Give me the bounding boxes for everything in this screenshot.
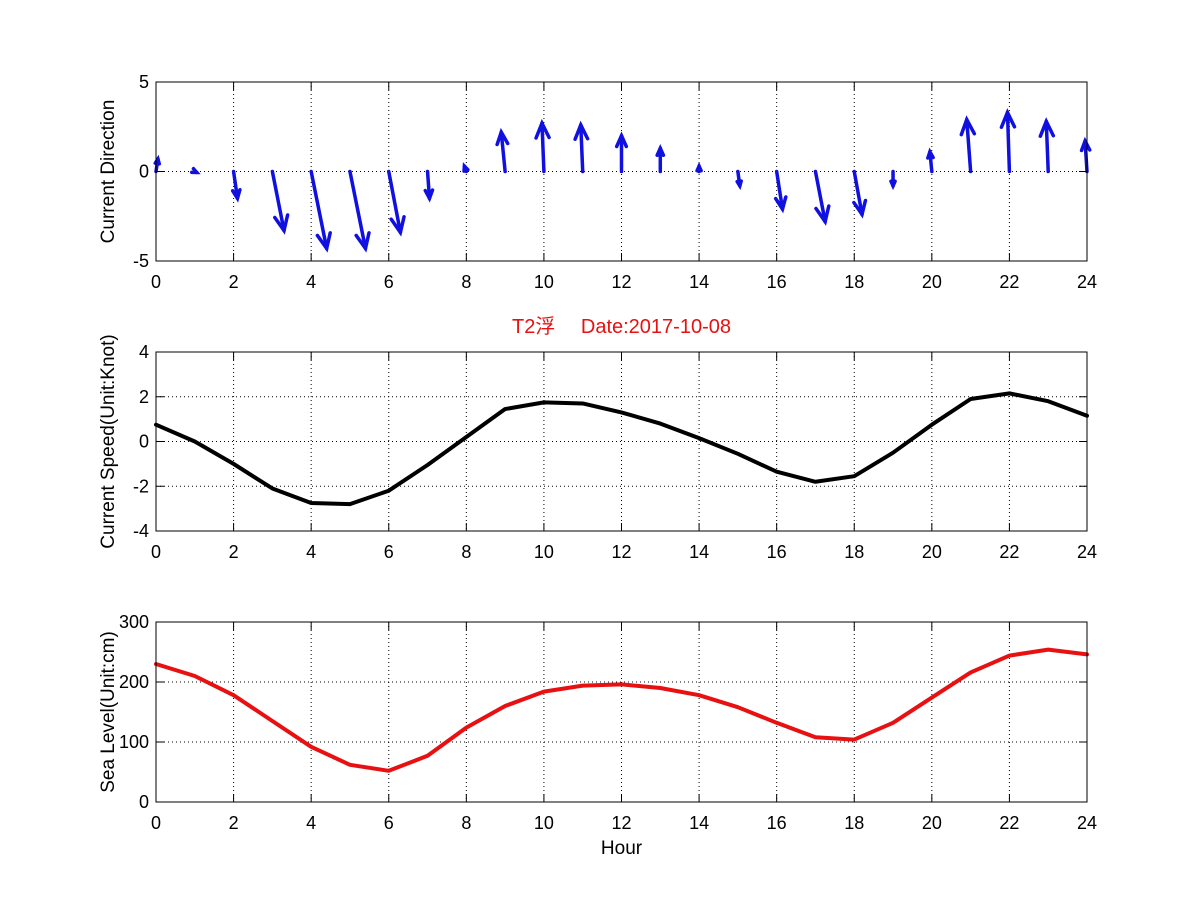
x-axis-label: Hour (601, 838, 643, 859)
x-tick-label: 12 (611, 813, 631, 833)
current-arrow (309, 169, 332, 253)
x-tick-label: 18 (844, 813, 864, 833)
current-arrow (735, 169, 743, 191)
x-tick-label: 12 (611, 272, 631, 292)
y-tick-label: 2 (139, 387, 149, 407)
current-arrow (889, 169, 897, 191)
current-arrow (348, 169, 371, 253)
current-arrow (926, 147, 935, 174)
chart-title: T2浮 Date:2017-10-08 (512, 315, 731, 338)
current-arrow (230, 169, 242, 203)
x-tick-label: 4 (306, 813, 316, 833)
x-tick-label: 14 (689, 813, 709, 833)
x-tick-label: 6 (384, 272, 394, 292)
x-tick-label: 8 (461, 272, 471, 292)
x-tick-label: 4 (306, 272, 316, 292)
x-tick-label: 24 (1077, 272, 1097, 292)
x-tick-label: 0 (151, 542, 161, 562)
current-speed-panel: T2浮 Date:2017-10-08 0 2 4 6 8 10 12 14 16 18 20 22 2… (98, 315, 1097, 562)
x-tick-label: 2 (229, 813, 239, 833)
y-tick-label: 200 (119, 672, 149, 692)
x-tick-label: 18 (844, 542, 864, 562)
y-tick-label: -5 (133, 251, 149, 271)
current-arrow (387, 169, 406, 237)
x-tick-label: 2 (229, 272, 239, 292)
current-arrow (655, 143, 666, 174)
series-line (154, 647, 1089, 773)
x-tick-label: 10 (534, 813, 554, 833)
current-arrow (852, 169, 868, 219)
x-tick-label: 16 (767, 813, 787, 833)
x-tick-label: 10 (534, 272, 554, 292)
y-tick-label: 5 (139, 72, 149, 92)
x-tick-label: 22 (999, 542, 1019, 562)
y-tick-label: 0 (139, 432, 149, 452)
current-arrow (462, 162, 470, 174)
x-tick-label: 8 (461, 542, 471, 562)
x-tick-label: 12 (611, 542, 631, 562)
y-tick-label: 300 (119, 612, 149, 632)
current-arrow (270, 169, 290, 235)
ticks: 0 2 4 6 8 10 12 14 16 18 20 22 24-505 (133, 72, 1097, 292)
y-tick-label: 0 (139, 162, 149, 182)
x-tick-label: 0 (151, 272, 161, 292)
x-tick-label: 22 (999, 272, 1019, 292)
x-tick-label: 20 (922, 542, 942, 562)
current-arrow (999, 108, 1017, 174)
x-tick-label: 4 (306, 542, 316, 562)
current-arrow (614, 131, 629, 174)
speed-series (154, 391, 1089, 507)
x-tick-label: 24 (1077, 542, 1097, 562)
y-tick-label: 0 (139, 792, 149, 812)
series-line (154, 391, 1089, 507)
x-tick-label: 14 (689, 272, 709, 292)
current-arrow (189, 166, 201, 175)
x-tick-label: 20 (922, 272, 942, 292)
x-tick-label: 24 (1077, 813, 1097, 833)
y-tick-label: -2 (133, 476, 149, 496)
current-arrow (773, 169, 788, 214)
x-tick-label: 6 (384, 542, 394, 562)
y-axis-label: Current Speed(Unit:Knot) (98, 334, 119, 548)
current-arrow (495, 127, 510, 174)
y-tick-label: -4 (133, 521, 149, 541)
current-direction-panel: 0 2 4 6 8 10 12 14 16 18 20 22 24-505 Current Direct… (98, 72, 1097, 292)
x-tick-label: 10 (534, 542, 554, 562)
current-arrow (423, 169, 435, 203)
x-tick-label: 22 (999, 813, 1019, 833)
x-tick-label: 16 (767, 272, 787, 292)
current-arrow (695, 161, 703, 174)
x-tick-label: 14 (689, 542, 709, 562)
current-arrow (1038, 117, 1056, 174)
x-tick-label: 6 (384, 813, 394, 833)
y-axis-label: Current Direction (98, 100, 119, 244)
x-tick-label: 2 (229, 542, 239, 562)
quiver-arrows (153, 108, 1092, 253)
current-arrow (959, 115, 977, 174)
y-tick-label: 4 (139, 342, 149, 362)
x-tick-label: 0 (151, 813, 161, 833)
x-tick-label: 18 (844, 272, 864, 292)
current-arrow (813, 169, 831, 226)
current-arrow (534, 118, 551, 174)
x-tick-label: 20 (922, 813, 942, 833)
y-axis-label: Sea Level(Unit:cm) (98, 631, 119, 793)
x-tick-label: 16 (767, 542, 787, 562)
x-tick-label: 8 (461, 813, 471, 833)
current-arrow (573, 120, 590, 174)
sea-level-series (154, 647, 1089, 773)
y-tick-label: 100 (119, 732, 149, 752)
